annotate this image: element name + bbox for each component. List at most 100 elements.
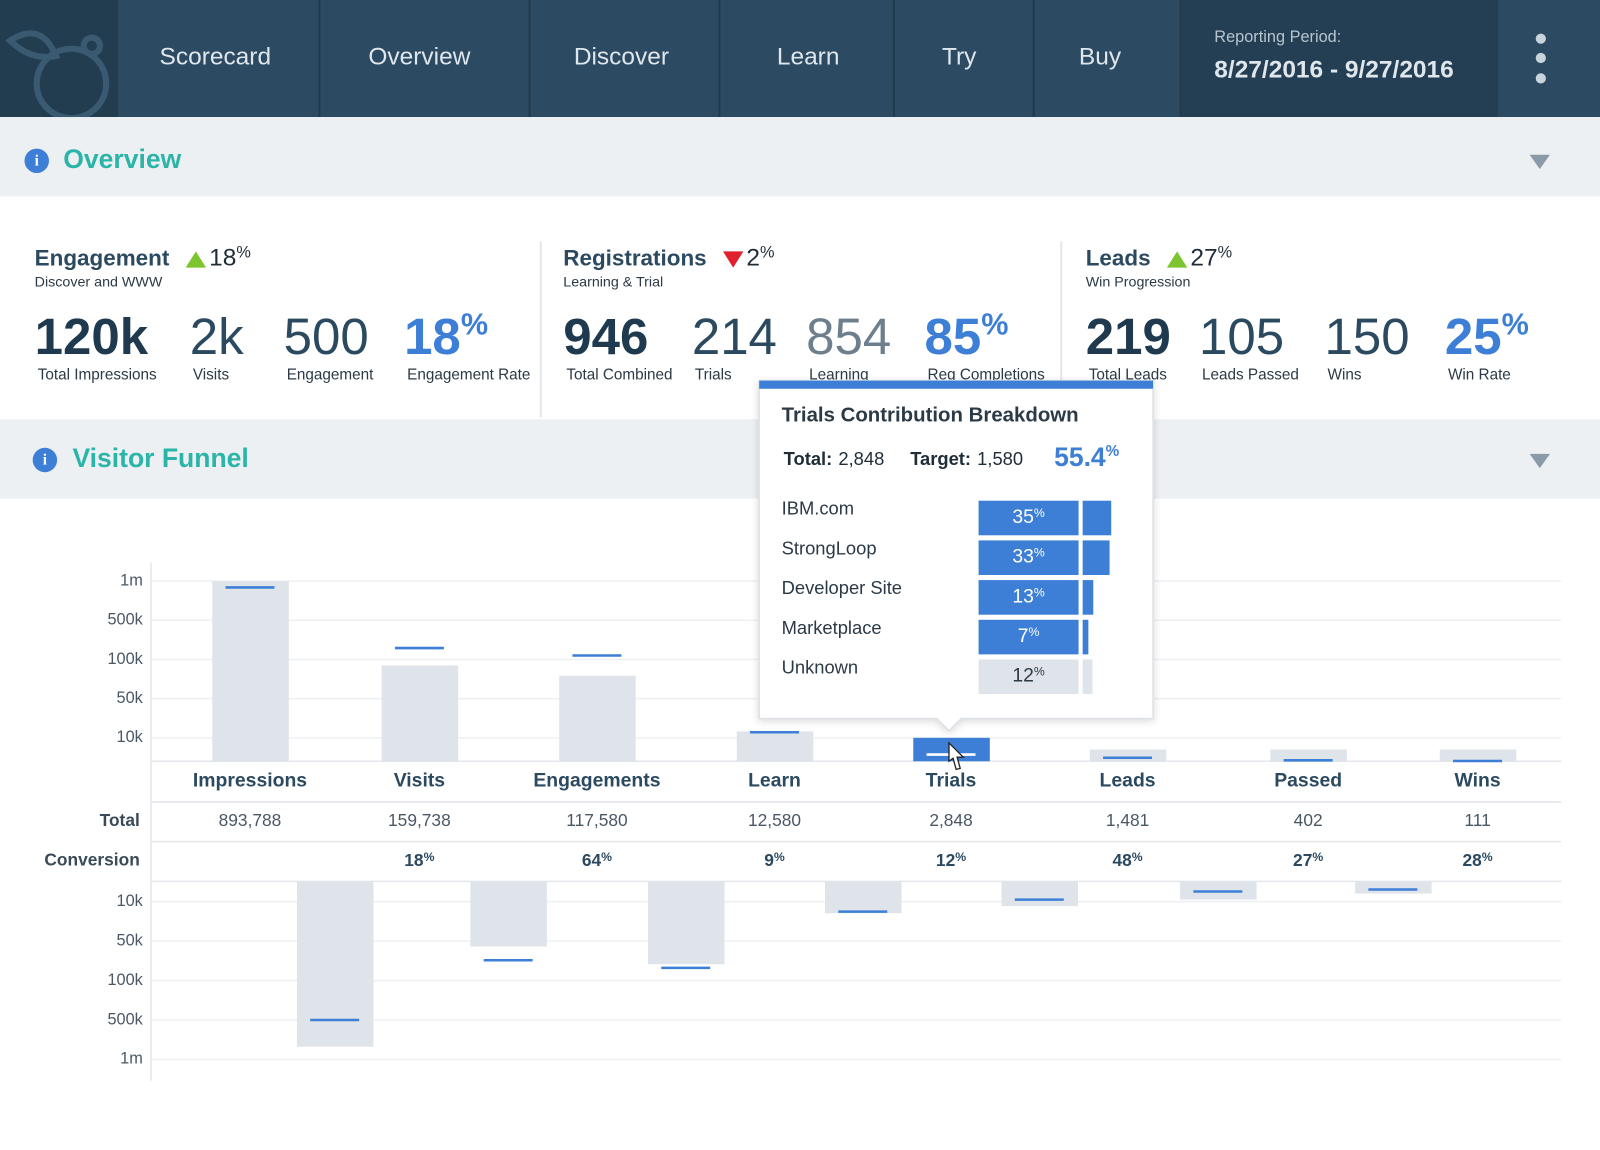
x-tick-label: Impressions [193, 770, 307, 792]
breakdown-label: Marketplace [782, 617, 882, 638]
funnel-bar[interactable] [470, 881, 547, 947]
nav-item[interactable]: Discover [574, 43, 669, 70]
nav-item[interactable]: Buy [1079, 43, 1122, 70]
funnel-bar[interactable] [736, 731, 814, 762]
total-label: 111 [1464, 810, 1490, 830]
breakdown-unit: % [1034, 546, 1045, 560]
collapse-arrow[interactable] [1529, 154, 1550, 169]
total-label: 402 [1294, 810, 1323, 830]
group-change: 18% [209, 244, 251, 272]
breakdown-number: 33 [1012, 546, 1034, 568]
funnel-bar[interactable] [1355, 881, 1432, 894]
conversion-label: 28% [1462, 850, 1492, 870]
total-value: 2,848 [838, 448, 884, 469]
metric: 219 [1086, 308, 1171, 365]
change-value: 18 [209, 245, 236, 272]
rate-value: 55.4 [1054, 442, 1106, 472]
funnel-bar[interactable] [381, 665, 459, 762]
metric-label: Total Leads [1089, 367, 1168, 384]
conversion-value: 27 [1293, 850, 1312, 870]
funnel-bar[interactable] [212, 581, 289, 762]
section-title: Overview [63, 144, 181, 174]
metric-value: 150 [1324, 308, 1409, 365]
group-subtitle: Win Progression [1086, 275, 1191, 291]
breakdown-box [978, 500, 1079, 536]
y-tick-label: 10k [117, 728, 144, 746]
metric: 946 [563, 308, 648, 365]
total-key: Total: [784, 448, 833, 469]
menu-dot[interactable] [1535, 73, 1546, 84]
group-change: 27% [1190, 244, 1232, 272]
overview-band [0, 117, 1600, 197]
total-label: 893,788 [219, 810, 282, 830]
trend-arrow [1166, 251, 1188, 268]
breakdown-bar [1082, 500, 1112, 536]
metric: 25% [1445, 308, 1529, 366]
metric-label: Total Combined [566, 367, 672, 384]
total-label: 159,738 [388, 810, 451, 830]
total-label: 12,580 [748, 810, 801, 830]
breakdown-label: StrongLoop [782, 537, 877, 558]
tooltip-total: Total: 2,848 [784, 448, 885, 469]
y-tick-label: 500k [107, 1010, 143, 1028]
breakdown-unit: % [1034, 586, 1045, 600]
change-unit: % [760, 244, 775, 262]
metric-label: Leads Passed [1202, 367, 1299, 384]
metric: 105 [1199, 308, 1284, 365]
rate-unit: % [1106, 443, 1120, 460]
breakdown-box [978, 619, 1079, 655]
funnel-bar[interactable] [296, 881, 374, 1047]
y-tick-label: 100k [107, 650, 143, 668]
total-label: 1,481 [1106, 810, 1149, 830]
period[interactable]: 8/27/2016 - 9/27/2016 [1214, 57, 1453, 84]
metric-label: Wins [1328, 367, 1362, 384]
collapse-arrow[interactable] [1529, 453, 1550, 469]
x-tick-label: Engagements [533, 770, 660, 792]
nav-item[interactable]: Try [942, 43, 977, 70]
info-icon[interactable]: i [32, 447, 58, 473]
change-value: 2 [746, 245, 760, 272]
breakdown-number: 13 [1012, 586, 1034, 608]
conversion-value: 9 [764, 850, 774, 870]
total-label: 117,580 [566, 810, 627, 830]
conversion-value: 64 [582, 850, 602, 870]
funnel-bar[interactable] [1001, 881, 1079, 907]
x-tick-label: Trials [926, 770, 977, 792]
logo-drop [5, 30, 61, 60]
metric-value: 25 [1445, 308, 1502, 365]
menu-dot[interactable] [1535, 52, 1546, 64]
funnel-bar[interactable] [825, 881, 902, 914]
metric-value: 85 [924, 308, 981, 365]
nav-item[interactable]: Overview [368, 43, 470, 70]
funnel-bar[interactable] [1089, 749, 1167, 762]
breakdown-value: 33% [1012, 546, 1045, 568]
logo-dot [80, 34, 104, 57]
total-label: 2,848 [929, 810, 972, 830]
section-title: Visitor Funnel [72, 443, 248, 473]
y-tick-label: 500k [107, 611, 143, 629]
breakdown-value: 13% [1012, 586, 1045, 608]
nav-item[interactable]: Scorecard [160, 43, 272, 70]
cursor [948, 741, 965, 771]
metric-label: Learning [809, 367, 869, 384]
metric-value: 214 [692, 308, 777, 365]
funnel-bar[interactable] [647, 881, 725, 965]
funnel-bar[interactable] [559, 675, 636, 762]
metric-label: Trials [695, 367, 732, 384]
metric-label: Total Impressions [38, 367, 157, 384]
info-icon[interactable]: i [24, 148, 49, 174]
y-tick-label: 50k [117, 689, 144, 707]
nav-item[interactable]: Learn [777, 43, 840, 70]
trend-arrow [185, 251, 207, 268]
info-circle [32, 447, 58, 473]
breakdown-box [978, 659, 1079, 695]
metric-value: 219 [1086, 308, 1171, 365]
menu-dot[interactable] [1535, 33, 1546, 44]
breakdown-label: IBM.com [782, 498, 854, 519]
breakdown-value: 7% [1018, 625, 1040, 647]
conversion-label: 27% [1293, 850, 1323, 870]
funnel-bar[interactable] [1270, 749, 1347, 762]
funnel-bar[interactable] [1439, 749, 1517, 762]
breakdown-bar [1082, 619, 1089, 655]
